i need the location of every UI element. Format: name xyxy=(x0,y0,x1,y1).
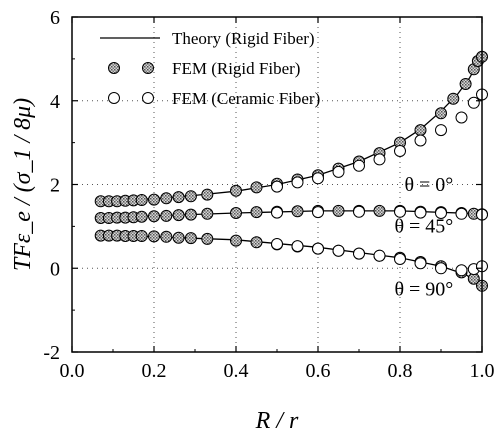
theta-annotation: θ = 45° xyxy=(394,216,453,238)
fem-ceramic-point xyxy=(373,249,386,262)
fem-rigid-point xyxy=(148,210,160,223)
theta-annotation: θ = 90° xyxy=(394,278,453,300)
fem-rigid-point xyxy=(160,192,173,205)
fem-ceramic-point xyxy=(455,111,468,124)
legend: Theory (Rigid Fiber) FEM (Rigid Fiber) FEM… xyxy=(100,29,320,108)
fem-ceramic-point xyxy=(312,242,324,255)
y-tick-label: 4 xyxy=(50,91,60,113)
fem-ceramic-point xyxy=(332,244,345,257)
fem-ceramic-point xyxy=(414,206,427,219)
legend-marker-left xyxy=(108,92,120,104)
fem-rigid-point xyxy=(184,208,197,221)
fem-ceramic-point xyxy=(353,247,365,260)
fem-ceramic-point xyxy=(467,96,480,109)
annotations: θ = 0° θ = 45° θ = 90° xyxy=(394,174,453,301)
fem-ceramic-point xyxy=(271,238,283,250)
fem-ceramic-point xyxy=(414,257,427,270)
fem-ceramic-point xyxy=(394,145,406,157)
legend-label: FEM (Ceramic Fiber) xyxy=(172,89,320,108)
fem-rigid-point xyxy=(135,210,148,223)
fem-ceramic-point xyxy=(455,264,468,277)
legend-label: Theory (Rigid Fiber) xyxy=(172,29,315,48)
fem-ceramic-point xyxy=(291,240,304,253)
fem-rigid-point xyxy=(172,231,185,244)
legend-label: FEM (Rigid Fiber) xyxy=(172,59,300,78)
x-tick-label: 1.0 xyxy=(470,360,495,382)
fem-rigid-point xyxy=(291,205,304,218)
y-axis-title: TFε_e / (σ_1 / 8μ) xyxy=(10,98,36,271)
fem-rigid-point xyxy=(435,107,447,120)
fem-rigid-point xyxy=(230,207,242,219)
x-tick-label: 0.8 xyxy=(388,360,413,382)
fem-rigid-point xyxy=(148,193,160,206)
fem-ceramic-point xyxy=(435,207,447,219)
y-tick-label: 2 xyxy=(50,175,60,197)
x-tick-label: 0.2 xyxy=(142,360,167,382)
fem-ceramic-point xyxy=(353,159,365,172)
fem-rigid-point xyxy=(160,209,173,222)
fem-ceramic-point xyxy=(291,176,304,189)
fem-ceramic-point xyxy=(271,206,283,219)
fem-ceramic-point xyxy=(435,262,447,275)
fem-ceramic-point xyxy=(394,253,406,265)
fem-ceramic-point xyxy=(373,153,386,166)
fem-rigid-point xyxy=(250,236,263,249)
fem-ceramic-point xyxy=(271,180,283,193)
fem-rigid-point xyxy=(201,207,214,220)
fem-rigid-point xyxy=(447,92,460,105)
fem-rigid-point xyxy=(332,204,345,217)
fem-ceramic-point xyxy=(414,134,427,147)
fem-rigid-point xyxy=(148,230,160,243)
fem-rigid-point xyxy=(414,124,427,137)
theta-annotation: θ = 0° xyxy=(404,174,453,196)
fem-ceramic-point xyxy=(394,205,406,218)
axis-titles: R / r TFε_e / (σ_1 / 8μ) xyxy=(10,98,299,434)
legend-marker-right xyxy=(142,92,154,104)
legend-marker-left xyxy=(108,62,120,74)
fem-rigid-point xyxy=(201,188,214,201)
x-tick-label: 0.0 xyxy=(60,360,85,382)
y-tick-label: -2 xyxy=(43,342,60,364)
fem-rigid-point xyxy=(172,191,185,204)
x-axis-title: R / r xyxy=(255,408,299,434)
fem-rigid-point xyxy=(184,190,197,203)
x-tick-label: 0.4 xyxy=(224,360,249,382)
y-tick-label: 6 xyxy=(50,7,60,29)
fem-rigid-point xyxy=(172,209,185,222)
x-tick-label: 0.6 xyxy=(306,360,331,382)
fem-ceramic-point xyxy=(312,206,324,219)
fem-ceramic-point xyxy=(353,205,365,218)
y-tick-label: 0 xyxy=(50,258,60,280)
fem-ceramic-point xyxy=(332,165,345,178)
fem-ceramic-point xyxy=(455,207,468,220)
fem-rigid-point xyxy=(373,204,386,217)
fem-rigid-point xyxy=(135,230,148,242)
fem-rigid-point xyxy=(160,230,173,243)
axes: 0.0 0.2 0.4 0.6 0.8 1.0 -2 0 2 4 6 xyxy=(43,7,494,382)
fem-rigid-point xyxy=(250,206,263,219)
fem-rigid-point xyxy=(184,232,197,245)
fem-rigid-point xyxy=(135,194,148,206)
fem-ceramic-point xyxy=(312,172,324,185)
fem-rigid-point xyxy=(230,184,242,197)
fem-rigid-point xyxy=(459,78,472,90)
fem-rigid-point xyxy=(230,234,242,247)
fem-rigid-point xyxy=(250,181,263,194)
series-layer xyxy=(94,50,488,292)
fem-rigid-point xyxy=(201,232,214,245)
legend-marker-right xyxy=(142,62,154,74)
fem-ceramic-point xyxy=(435,124,447,137)
